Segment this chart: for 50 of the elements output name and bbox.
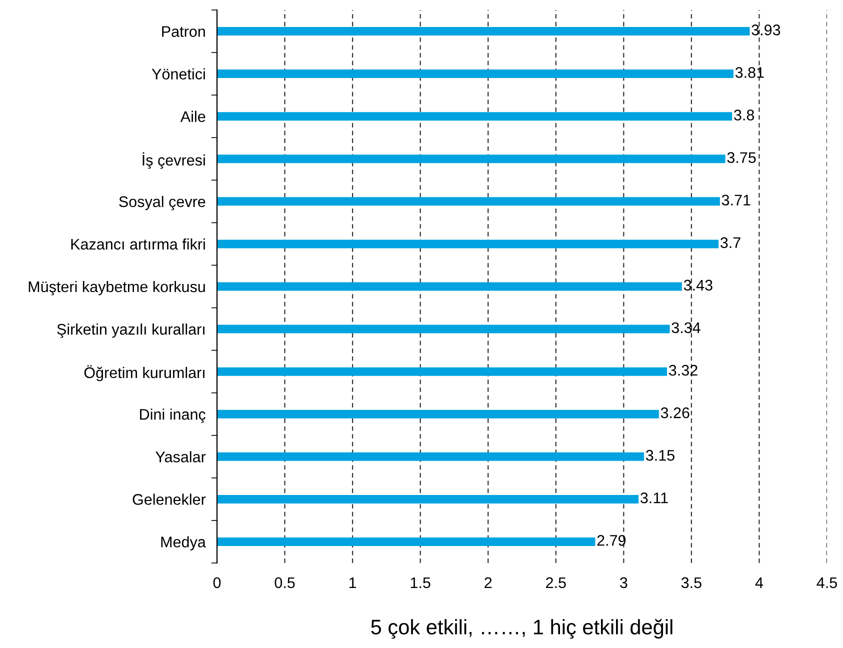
data-label: 3.81 — [735, 67, 764, 78]
bar — [217, 240, 719, 248]
data-label: 3.11 — [640, 492, 668, 504]
data-label: 3.26 — [660, 407, 690, 418]
y-tick-label: Kazancı artırma fikri — [71, 238, 205, 250]
y-tick-label: Dini inanç — [140, 408, 206, 423]
bar — [217, 70, 734, 78]
y-tick-label: Gelenekler — [132, 494, 206, 505]
data-label: 3.15 — [646, 450, 674, 461]
x-tick-label: 2 — [484, 577, 492, 588]
data-label: 3.93 — [752, 24, 780, 36]
y-tick-label: Sosyal çevre — [119, 196, 206, 210]
bar — [217, 197, 720, 206]
data-label: 3.8 — [734, 110, 754, 120]
data-label: 3.34 — [672, 322, 700, 334]
y-tick-label: Yönetici — [152, 68, 205, 80]
x-tick-label: 3.5 — [681, 577, 702, 588]
y-tick-label: İş çevresi — [142, 152, 205, 169]
y-tick-label: Müşteri kaybetme korkusu — [28, 280, 205, 296]
x-tick-label: 4 — [755, 577, 764, 588]
data-label: 3.75 — [727, 152, 756, 163]
y-tick-label: Aile — [180, 110, 206, 122]
bar — [217, 537, 596, 546]
bar — [217, 410, 659, 418]
bar — [217, 367, 668, 376]
x-tick-label: 2.5 — [546, 577, 566, 588]
x-tick-label: 1 — [349, 577, 356, 588]
x-tick-label: 3 — [620, 577, 628, 588]
bar — [217, 27, 750, 36]
x-tick-label: 1.5 — [410, 577, 430, 588]
y-tick-label: Patron — [162, 26, 205, 37]
y-tick-label: Medya — [161, 536, 206, 550]
x-axis-title: 5 çok etkili, ……, 1 hiç etkili değil — [371, 618, 672, 639]
bar — [217, 282, 682, 291]
y-tick-label: Yasalar — [156, 451, 206, 462]
data-label: 3.7 — [720, 237, 740, 248]
data-label: 3.32 — [668, 364, 698, 376]
y-tick-label: Şirketin yazılı kuralları — [57, 324, 204, 338]
bar — [217, 494, 639, 504]
x-tick-label: 0.5 — [274, 577, 295, 588]
data-label: 3.71 — [722, 194, 750, 206]
bar — [217, 112, 732, 121]
x-tick-label: 4.5 — [816, 577, 837, 588]
data-label: 3.43 — [684, 280, 712, 291]
bar — [217, 452, 644, 461]
bar — [217, 324, 670, 334]
y-tick-label: Öğretim kurumları — [84, 365, 204, 382]
data-label: 2.79 — [597, 535, 626, 546]
x-tick-label: 0 — [213, 577, 221, 588]
bar — [217, 154, 726, 164]
